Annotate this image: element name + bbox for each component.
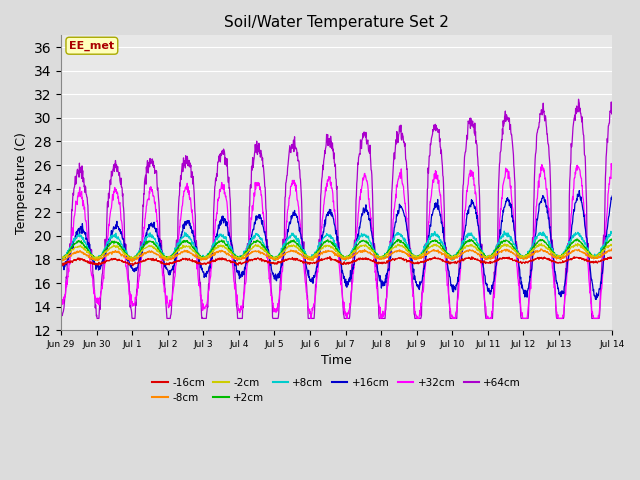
+2cm (57, 255, 65, 261)
+16cm (575, 188, 583, 193)
-2cm (313, 252, 321, 258)
Line: -8cm: -8cm (61, 249, 612, 262)
+32cm (307, 315, 315, 321)
-16cm (291, 257, 299, 263)
+64cm (100, 251, 108, 256)
+32cm (122, 263, 130, 269)
+2cm (303, 253, 310, 259)
-16cm (122, 260, 130, 266)
-8cm (122, 255, 130, 261)
+32cm (303, 289, 310, 295)
+16cm (303, 264, 310, 269)
+64cm (57, 305, 65, 311)
-2cm (303, 253, 310, 259)
+8cm (609, 231, 616, 237)
Line: +32cm: +32cm (61, 164, 612, 318)
Text: EE_met: EE_met (69, 41, 115, 51)
+64cm (303, 284, 310, 290)
+2cm (573, 236, 580, 242)
+32cm (313, 277, 321, 283)
+2cm (609, 237, 616, 243)
-16cm (372, 260, 380, 265)
-8cm (371, 255, 379, 261)
+8cm (58, 259, 65, 265)
+32cm (57, 294, 65, 300)
+16cm (312, 265, 320, 271)
-16cm (326, 254, 333, 260)
X-axis label: Time: Time (321, 354, 352, 368)
+32cm (609, 166, 616, 171)
-8cm (57, 256, 65, 262)
+8cm (291, 234, 299, 240)
+8cm (371, 248, 379, 254)
+2cm (313, 250, 321, 255)
-16cm (313, 258, 321, 264)
-2cm (100, 252, 108, 257)
-8cm (609, 248, 616, 254)
Line: +64cm: +64cm (61, 99, 612, 318)
Title: Soil/Water Temperature Set 2: Soil/Water Temperature Set 2 (224, 15, 449, 30)
+32cm (607, 161, 615, 167)
+32cm (371, 270, 379, 276)
-2cm (57, 256, 65, 262)
Line: -16cm: -16cm (61, 257, 612, 266)
-2cm (609, 242, 616, 248)
+32cm (291, 180, 299, 186)
-16cm (609, 254, 616, 260)
Legend: -16cm, -8cm, -2cm, +2cm, +8cm, +16cm, +32cm, +64cm: -16cm, -8cm, -2cm, +2cm, +8cm, +16cm, +3… (148, 374, 525, 408)
+8cm (123, 248, 131, 253)
-8cm (129, 259, 136, 265)
-2cm (92, 257, 100, 263)
-2cm (574, 240, 582, 246)
+2cm (94, 257, 102, 263)
Y-axis label: Temperature (C): Temperature (C) (15, 132, 28, 234)
-16cm (129, 263, 136, 269)
+64cm (609, 106, 616, 112)
-2cm (291, 244, 299, 250)
+16cm (57, 261, 65, 266)
-16cm (57, 262, 65, 268)
+2cm (100, 248, 108, 254)
+2cm (123, 252, 131, 257)
Line: +2cm: +2cm (61, 239, 612, 260)
+2cm (371, 250, 379, 256)
+2cm (291, 239, 299, 245)
+16cm (609, 192, 616, 198)
+16cm (593, 297, 600, 302)
-8cm (303, 255, 310, 261)
+32cm (100, 276, 108, 281)
+64cm (313, 264, 321, 270)
+8cm (100, 246, 108, 252)
-16cm (100, 260, 108, 266)
+64cm (371, 251, 379, 257)
+16cm (371, 250, 379, 256)
Line: +8cm: +8cm (61, 231, 612, 262)
-8cm (100, 254, 108, 260)
+16cm (291, 213, 299, 218)
+8cm (500, 228, 508, 234)
+8cm (57, 256, 65, 262)
+64cm (291, 145, 299, 151)
+64cm (123, 249, 131, 255)
-8cm (313, 253, 321, 259)
+16cm (100, 259, 108, 264)
-16cm (303, 259, 310, 265)
-2cm (371, 251, 379, 256)
-8cm (608, 246, 616, 252)
+8cm (303, 254, 310, 260)
-8cm (291, 249, 299, 255)
+64cm (93, 315, 101, 321)
Line: -2cm: -2cm (61, 243, 612, 260)
+64cm (575, 96, 582, 102)
Line: +16cm: +16cm (61, 191, 612, 300)
+16cm (122, 250, 130, 256)
+8cm (313, 247, 321, 253)
-2cm (123, 252, 131, 258)
